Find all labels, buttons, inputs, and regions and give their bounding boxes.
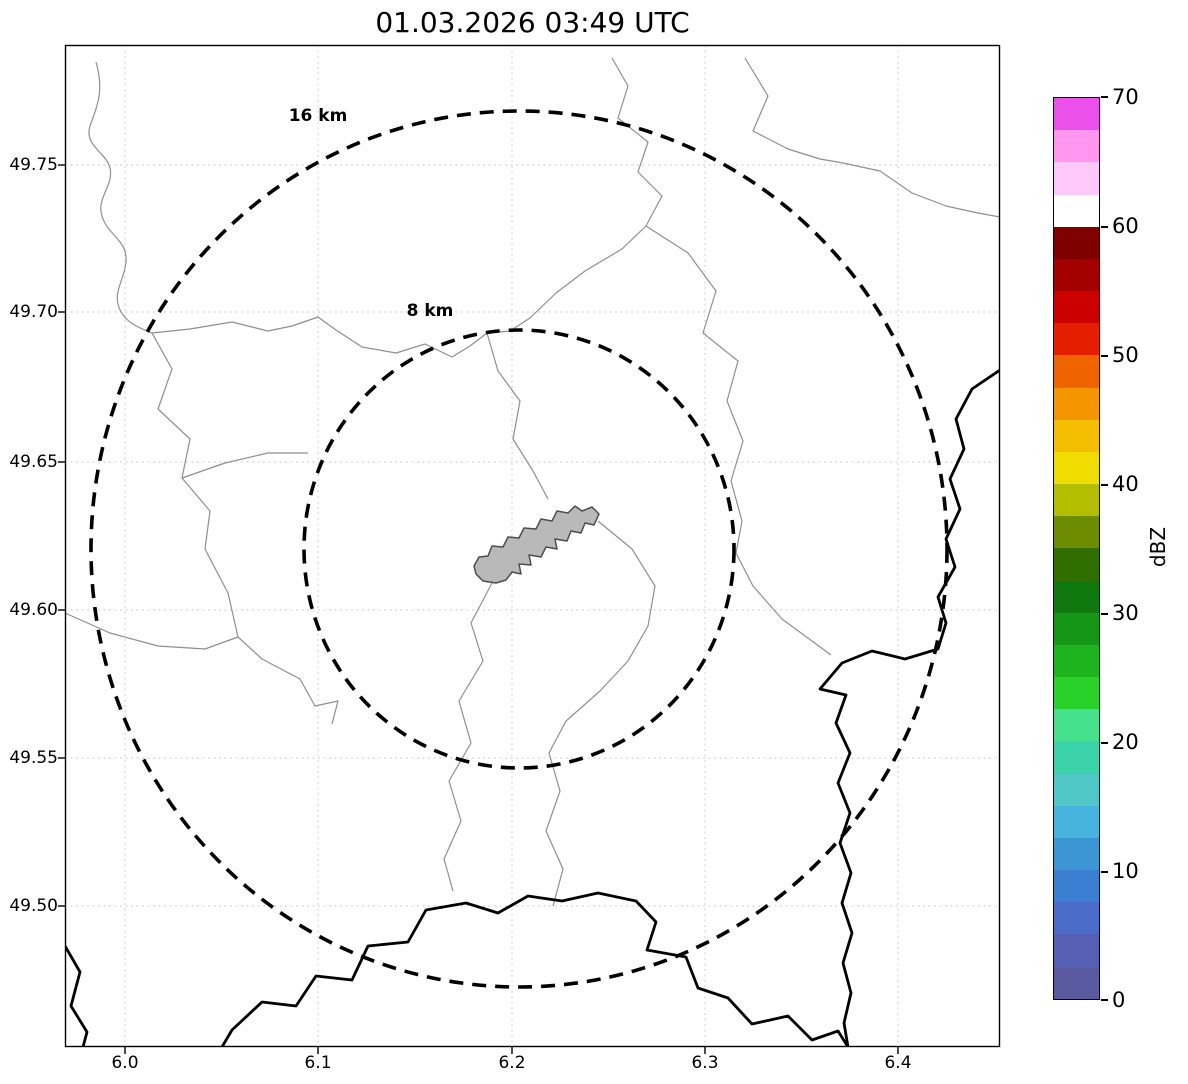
city-polygon: [473, 505, 600, 584]
colorbar-segment: [1054, 709, 1099, 742]
colorbar-segment: [1054, 98, 1099, 131]
colorbar-tickmark: [1101, 355, 1108, 357]
colorbar-tickmark: [1101, 96, 1108, 98]
colorbar-segment: [1054, 934, 1099, 967]
x-tick-label: 6.4: [884, 1053, 912, 1073]
colorbar-segment: [1054, 130, 1099, 163]
plot-frame: [64, 44, 1001, 1048]
border-line-south: [220, 891, 850, 1047]
colorbar: [1053, 97, 1100, 1000]
colorbar-tick-label: 20: [1112, 730, 1139, 754]
x-tick-label: 6.0: [111, 1053, 139, 1073]
colorbar-tickmark: [1101, 871, 1108, 873]
colorbar-segment: [1054, 291, 1099, 324]
colorbar-segment: [1054, 451, 1099, 485]
boundary-line: [486, 57, 663, 334]
gridlines: [65, 45, 1000, 1047]
colorbar-segment: [1054, 677, 1099, 710]
y-tick-label: 49.60: [9, 600, 58, 620]
plot-title: 01.03.2026 03:49 UTC: [375, 6, 690, 39]
colorbar-segment: [1054, 612, 1099, 645]
colorbar-tick-label: 0: [1112, 988, 1126, 1012]
colorbar-tick-label: 10: [1112, 859, 1139, 883]
colorbar-segment: [1054, 162, 1099, 195]
x-tick-label: 6.3: [691, 1053, 719, 1073]
boundary-line: [65, 612, 339, 725]
range-ring-16km: [89, 109, 949, 989]
y-tick-label: 49.70: [9, 302, 58, 322]
colorbar-gradient: [1054, 98, 1099, 999]
colorbar-segment: [1054, 580, 1099, 613]
national-borders: [65, 368, 1000, 1047]
colorbar-segment: [1054, 323, 1099, 356]
y-tick-label: 49.75: [9, 155, 58, 175]
colorbar-tick-label: 40: [1112, 472, 1139, 496]
range-ring-label-16km: 16 km: [288, 106, 348, 126]
boundary-line: [744, 57, 1000, 218]
colorbar-segment: [1054, 258, 1099, 292]
colorbar-segment: [1054, 902, 1099, 935]
colorbar-segment: [1054, 419, 1099, 452]
boundary-line: [486, 332, 549, 500]
colorbar-tick-label: 70: [1112, 85, 1139, 109]
boundary-line: [181, 452, 308, 479]
colorbar-segment: [1054, 741, 1099, 774]
boundary-line: [443, 582, 493, 892]
range-ring-8km: [302, 328, 736, 770]
boundary-line: [545, 520, 656, 907]
colorbar-tick-label: 60: [1112, 214, 1139, 238]
colorbar-tickmark: [1101, 226, 1108, 228]
y-tick-label: 49.55: [9, 748, 58, 768]
colorbar-tickmark: [1101, 613, 1108, 615]
colorbar-segment: [1054, 870, 1099, 903]
colorbar-tick-label: 50: [1112, 343, 1139, 367]
colorbar-segment: [1054, 484, 1099, 517]
border-line-east: [818, 368, 1000, 1047]
boundary-line: [645, 225, 832, 656]
axis-ticks: [58, 164, 899, 1054]
colorbar-segment: [1054, 805, 1099, 838]
colorbar-segment: [1054, 387, 1099, 420]
boundary-line: [151, 332, 239, 638]
x-tick-label: 6.1: [304, 1053, 332, 1073]
boundary-line: [151, 316, 488, 358]
colorbar-segment: [1054, 966, 1099, 999]
admin-boundaries: [65, 57, 1000, 907]
y-tick-label: 49.50: [9, 896, 58, 916]
colorbar-segment: [1054, 548, 1099, 581]
colorbar-tickmark: [1101, 484, 1108, 486]
colorbar-tickmark: [1101, 742, 1108, 744]
colorbar-segment: [1054, 226, 1099, 259]
border-line-southwest: [65, 945, 89, 1047]
colorbar-tickmark: [1101, 999, 1108, 1001]
colorbar-axis-label: dBZ: [1146, 526, 1170, 568]
colorbar-segment: [1054, 194, 1099, 227]
y-tick-label: 49.65: [9, 452, 58, 472]
range-ring-label-8km: 8 km: [406, 301, 454, 321]
x-tick-label: 6.2: [498, 1053, 526, 1073]
boundary-line: [88, 61, 153, 334]
colorbar-tick-label: 30: [1112, 601, 1139, 625]
colorbar-segment: [1054, 516, 1099, 549]
colorbar-segment: [1054, 837, 1099, 871]
colorbar-segment: [1054, 355, 1099, 388]
colorbar-segment: [1054, 773, 1099, 806]
colorbar-segment: [1054, 644, 1099, 678]
